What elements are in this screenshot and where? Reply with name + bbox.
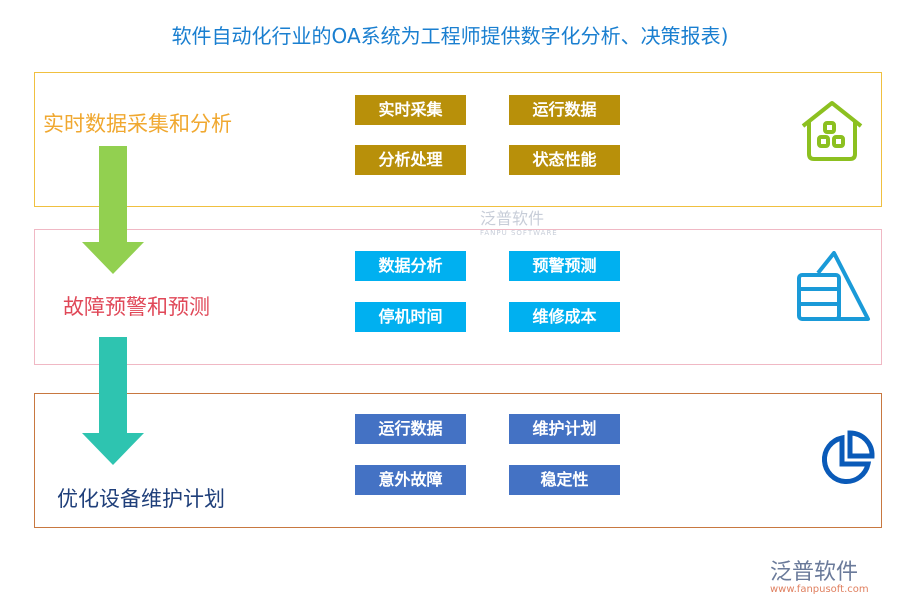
tag-analysis: 分析处理 [355, 145, 466, 175]
tag-stability: 稳定性 [509, 465, 620, 495]
arrow-down-icon [82, 337, 144, 465]
tag-unexpected-fault: 意外故障 [355, 465, 466, 495]
pie-chart-icon [821, 430, 875, 485]
section-label-realtime: 实时数据采集和分析 [43, 112, 232, 136]
section-maintenance [34, 393, 882, 528]
section-label-maintenance: 优化设备维护计划 [57, 487, 225, 511]
tag-warning: 预警预测 [509, 251, 620, 281]
watermark: 泛普软件 FANPU SOFTWARE [480, 209, 558, 237]
section-realtime [34, 72, 882, 207]
tag-status: 状态性能 [509, 145, 620, 175]
house-icon [801, 101, 863, 161]
tag-realtime-collect: 实时采集 [355, 95, 466, 125]
arrow-down-icon [82, 146, 144, 274]
pyramid-chart-icon [797, 251, 870, 321]
tag-data-analysis: 数据分析 [355, 251, 466, 281]
tag-maint-plan: 维护计划 [509, 414, 620, 444]
page-title: 软件自动化行业的OA系统为工程师提供数字化分析、决策报表) [171, 24, 729, 48]
section-fault [34, 229, 882, 365]
tag-repair-cost: 维修成本 [509, 302, 620, 332]
tag-run-data: 运行数据 [509, 95, 620, 125]
tag-run-data-2: 运行数据 [355, 414, 466, 444]
tag-downtime: 停机时间 [355, 302, 466, 332]
section-label-fault: 故障预警和预测 [63, 295, 210, 319]
brand-logo: 泛普软件 www.fanpusoft.com [770, 560, 869, 595]
